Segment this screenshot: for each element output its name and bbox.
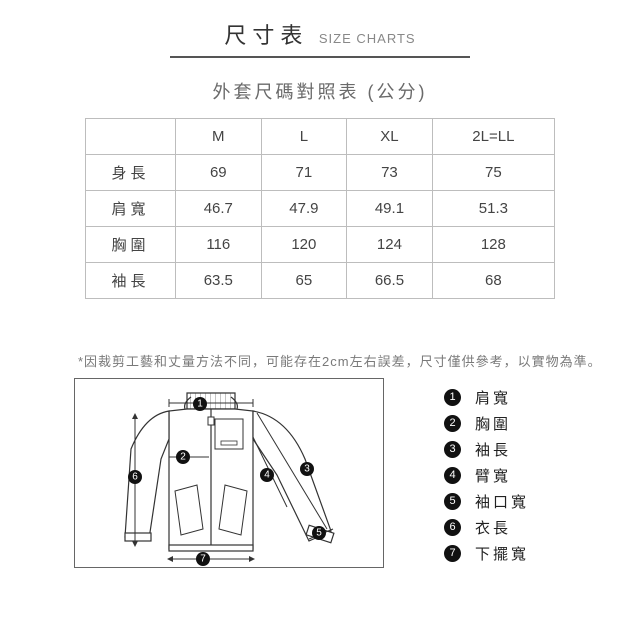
cell: 49.1 xyxy=(347,191,433,227)
legend-number: 4 xyxy=(444,467,461,484)
col-header: L xyxy=(261,119,347,155)
col-header: 2L=LL xyxy=(432,119,554,155)
cell: 75 xyxy=(432,155,554,191)
svg-text:1: 1 xyxy=(197,399,203,410)
legend-label: 臂寬 xyxy=(475,465,511,486)
row-label: 袖長 xyxy=(86,263,176,299)
col-header: XL xyxy=(347,119,433,155)
legend-item: 7 下擺寬 xyxy=(444,543,529,564)
cell: 71 xyxy=(261,155,347,191)
jacket-diagram: 1 2 3 4 5 6 7 xyxy=(74,378,384,568)
legend-item: 3 袖長 xyxy=(444,439,529,460)
legend-label: 袖口寬 xyxy=(475,491,529,512)
svg-text:6: 6 xyxy=(132,472,138,483)
legend-number: 7 xyxy=(444,545,461,562)
cell: 46.7 xyxy=(176,191,262,227)
table-corner-cell xyxy=(86,119,176,155)
svg-text:4: 4 xyxy=(264,470,270,481)
heading-cn: 尺寸表 xyxy=(224,23,308,48)
cell: 51.3 xyxy=(432,191,554,227)
svg-text:7: 7 xyxy=(200,554,206,565)
jacket-svg: 1 2 3 4 5 6 7 xyxy=(75,379,385,569)
legend-item: 6 衣長 xyxy=(444,517,529,538)
legend-number: 1 xyxy=(444,389,461,406)
svg-text:5: 5 xyxy=(316,528,322,539)
page-heading: 尺寸表 SIZE CHARTS xyxy=(170,18,470,58)
disclaimer-note: *因裁剪工藝和丈量方法不同，可能存在2cm左右誤差，尺寸僅供參考，以實物為準。 xyxy=(78,351,616,370)
legend-number: 2 xyxy=(444,415,461,432)
legend-label: 袖長 xyxy=(475,439,511,460)
table-row: 肩寬 46.7 47.9 49.1 51.3 xyxy=(86,191,555,227)
row-label: 肩寬 xyxy=(86,191,176,227)
legend-number: 3 xyxy=(444,441,461,458)
subtitle: 外套尺碼對照表 (公分) xyxy=(24,78,616,104)
cell: 69 xyxy=(176,155,262,191)
legend-item: 4 臂寬 xyxy=(444,465,529,486)
legend-label: 胸圍 xyxy=(475,413,511,434)
cell: 120 xyxy=(261,227,347,263)
legend-number: 6 xyxy=(444,519,461,536)
cell: 68 xyxy=(432,263,554,299)
table-row: 胸圍 116 120 124 128 xyxy=(86,227,555,263)
svg-text:2: 2 xyxy=(180,452,186,463)
cell: 63.5 xyxy=(176,263,262,299)
svg-text:3: 3 xyxy=(304,464,310,475)
legend-label: 衣長 xyxy=(475,517,511,538)
row-label: 身長 xyxy=(86,155,176,191)
cell: 116 xyxy=(176,227,262,263)
legend-label: 肩寬 xyxy=(475,387,511,408)
cell: 128 xyxy=(432,227,554,263)
heading-en: SIZE CHARTS xyxy=(319,31,416,46)
legend-number: 5 xyxy=(444,493,461,510)
row-label: 胸圍 xyxy=(86,227,176,263)
cell: 73 xyxy=(347,155,433,191)
size-chart-table: M L XL 2L=LL 身長 69 71 73 75 肩寬 46.7 47.9… xyxy=(85,118,555,299)
diagram-and-legend: 1 2 3 4 5 6 7 1 肩寬 2 胸圍 3 袖長 xyxy=(74,378,616,569)
cell: 66.5 xyxy=(347,263,433,299)
measurement-legend: 1 肩寬 2 胸圍 3 袖長 4 臂寬 5 袖口寬 6 衣長 xyxy=(444,378,529,569)
legend-item: 5 袖口寬 xyxy=(444,491,529,512)
cell: 124 xyxy=(347,227,433,263)
table-header-row: M L XL 2L=LL xyxy=(86,119,555,155)
legend-item: 1 肩寬 xyxy=(444,387,529,408)
col-header: M xyxy=(176,119,262,155)
table-row: 袖長 63.5 65 66.5 68 xyxy=(86,263,555,299)
table-row: 身長 69 71 73 75 xyxy=(86,155,555,191)
legend-label: 下擺寬 xyxy=(475,543,529,564)
cell: 65 xyxy=(261,263,347,299)
legend-item: 2 胸圍 xyxy=(444,413,529,434)
cell: 47.9 xyxy=(261,191,347,227)
